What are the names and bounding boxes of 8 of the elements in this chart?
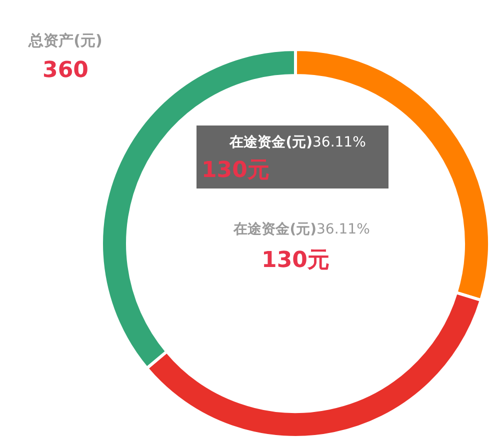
slice-label: 在途资金(元)	[232, 222, 316, 238]
chart-subtitle: 360	[42, 58, 88, 83]
text: 130元	[202, 158, 270, 183]
data-label: 36.11%	[312, 134, 366, 150]
chart-title: 总资产(元)	[28, 32, 102, 50]
text: 36.11%	[316, 222, 370, 238]
slice-label: 在途资金(元)	[228, 134, 312, 150]
text: 130元	[262, 248, 330, 273]
